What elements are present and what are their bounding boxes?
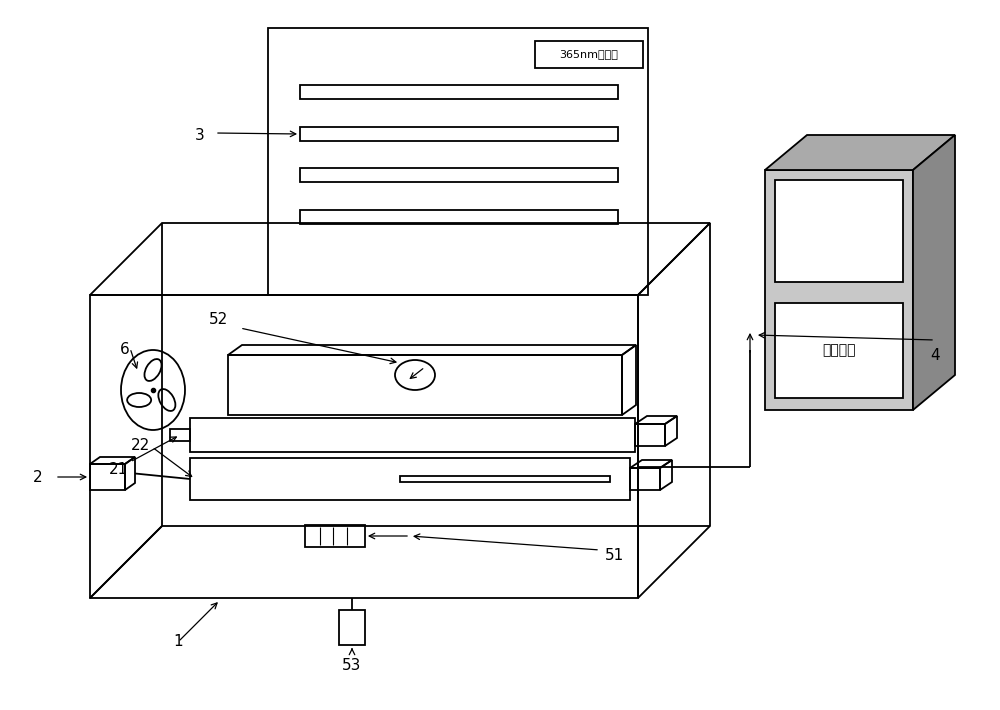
Text: 3: 3 — [195, 128, 205, 143]
Bar — [775, 303, 903, 398]
Text: 4: 4 — [930, 347, 940, 363]
Text: 21: 21 — [108, 462, 128, 478]
Bar — [228, 355, 622, 415]
Bar — [170, 429, 190, 441]
Bar — [300, 210, 618, 224]
Text: 51: 51 — [605, 547, 625, 562]
Bar — [535, 41, 643, 68]
Bar — [90, 295, 638, 598]
Bar — [300, 127, 618, 141]
Text: 6: 6 — [120, 342, 130, 358]
Bar — [775, 180, 903, 282]
Ellipse shape — [395, 360, 435, 390]
Bar — [190, 418, 635, 452]
Polygon shape — [765, 135, 955, 170]
Bar — [339, 610, 365, 645]
Bar — [305, 525, 365, 547]
Text: 365nm紫外灯: 365nm紫外灯 — [560, 50, 618, 60]
Bar — [765, 170, 913, 410]
Text: 22: 22 — [130, 437, 150, 452]
Text: 1: 1 — [173, 635, 183, 650]
Bar — [400, 476, 610, 482]
Bar — [300, 168, 618, 182]
Bar — [300, 85, 618, 99]
Text: 52: 52 — [208, 312, 228, 327]
Ellipse shape — [121, 350, 185, 430]
Text: 液晶显示: 液晶显示 — [822, 344, 856, 358]
Bar — [268, 28, 648, 295]
Text: 53: 53 — [342, 657, 362, 672]
Text: 2: 2 — [33, 469, 43, 484]
Bar — [190, 458, 630, 500]
Polygon shape — [913, 135, 955, 410]
